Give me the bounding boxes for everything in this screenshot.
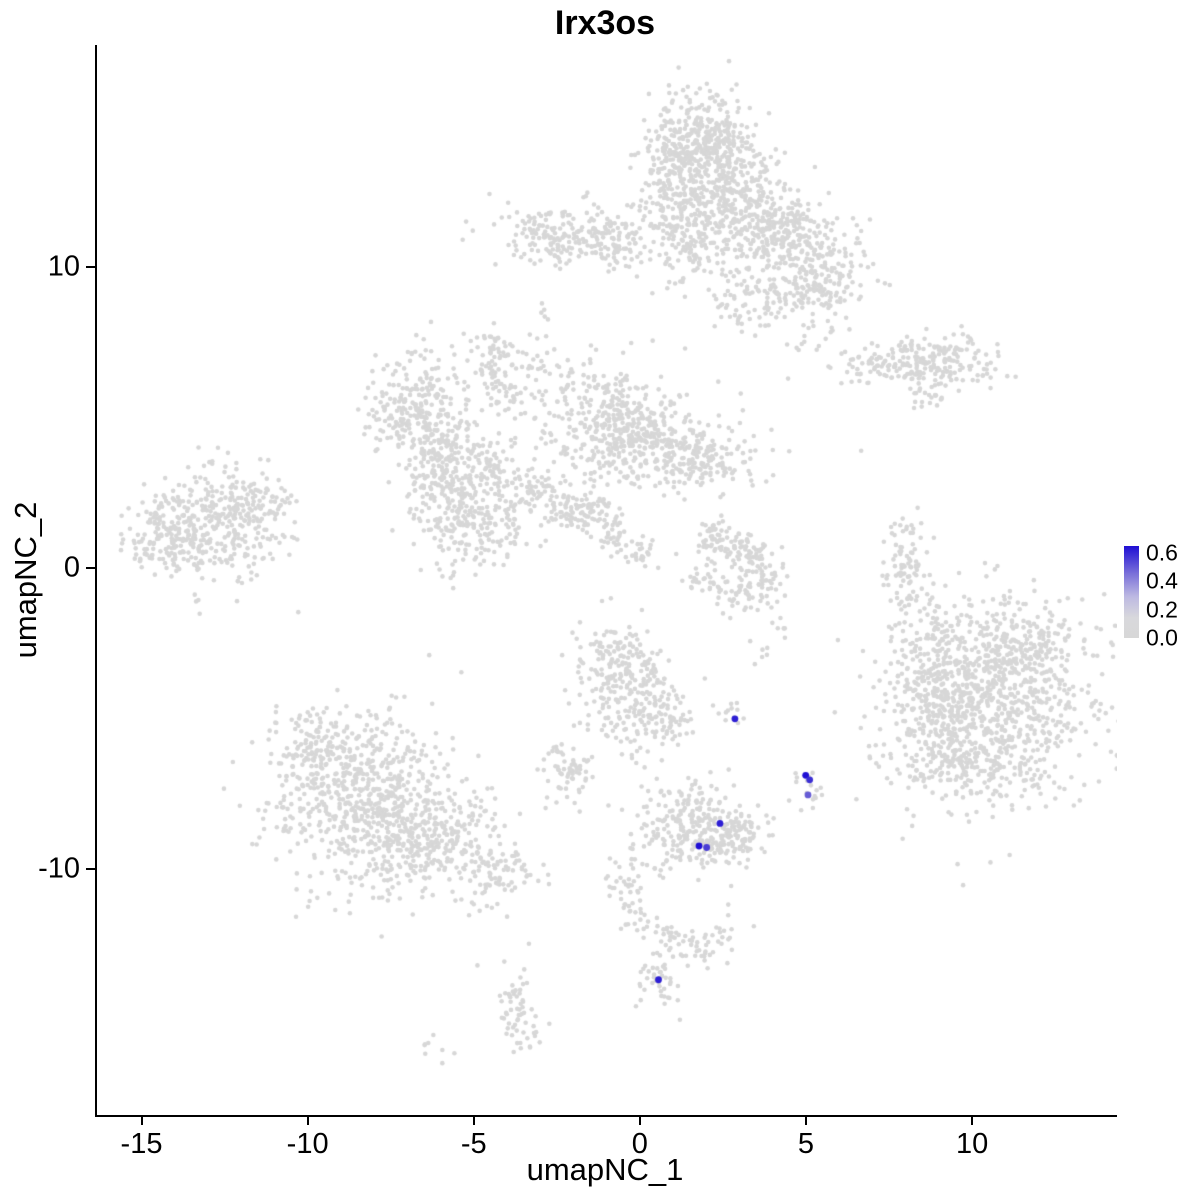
y-tick-label: 0 <box>63 551 80 584</box>
x-tick-label: -15 <box>120 1128 163 1160</box>
y-tick-mark <box>86 867 95 870</box>
y-tick-label: -10 <box>38 852 80 885</box>
x-tick-label: 0 <box>631 1128 648 1160</box>
y-tick-mark <box>86 566 95 569</box>
legend-tick-label: 0.4 <box>1146 567 1178 594</box>
x-tick-mark <box>140 1117 143 1125</box>
x-tick-label: 5 <box>797 1128 815 1160</box>
x-tick-label: -10 <box>286 1128 329 1160</box>
legend-tick-label: 0.2 <box>1146 596 1178 623</box>
scatter-canvas <box>97 45 1117 1115</box>
y-tick-mark <box>86 266 95 269</box>
legend-tick-label: 0.6 <box>1146 539 1178 566</box>
x-tick-mark <box>805 1117 807 1125</box>
x-tick-mark <box>638 1117 641 1125</box>
legend-tick-label: 0.0 <box>1146 624 1178 651</box>
y-tick-label: 10 <box>47 250 80 283</box>
legend-gradient-bar <box>1124 546 1139 638</box>
plot-title: Irx3os <box>554 4 656 42</box>
plot-panel <box>95 45 1117 1117</box>
x-tick-label: -5 <box>460 1128 487 1160</box>
x-tick-mark <box>971 1117 974 1125</box>
x-tick-label: 10 <box>955 1128 989 1160</box>
x-tick-mark <box>306 1117 309 1125</box>
x-axis-label: umapNC_1 <box>526 1152 684 1187</box>
x-tick-mark <box>472 1117 475 1125</box>
